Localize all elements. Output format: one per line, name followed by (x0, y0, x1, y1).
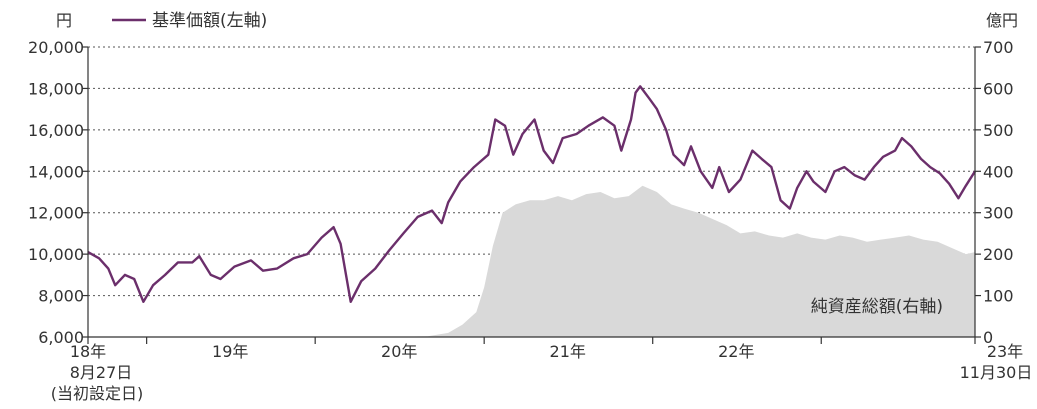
x-year-label: 20年 (381, 342, 417, 361)
left-tick-label: 6,000 (38, 328, 84, 347)
left-tick-label: 14,000 (28, 162, 84, 181)
x-year-labels: 19年 20年 21年 22年 (212, 342, 754, 361)
left-tick-label: 12,000 (28, 204, 84, 223)
x-start-date: 8月27日 (70, 363, 133, 382)
x-end-date: 11月30日 (960, 363, 1033, 382)
right-tick-label: 500 (983, 121, 1014, 140)
left-tick-label: 8,000 (38, 287, 84, 306)
right-axis-ticks: 0 100 200 300 400 500 600 700 (975, 38, 1014, 347)
x-end-label: 23年 (987, 342, 1023, 361)
right-axis-unit: 億円 (986, 11, 1018, 30)
net-assets-area (88, 185, 975, 337)
right-tick-label: 300 (983, 204, 1014, 223)
left-tick-label: 20,000 (28, 38, 84, 57)
left-tick-label: 10,000 (28, 245, 84, 264)
x-year-label: 21年 (550, 342, 586, 361)
left-tick-label: 18,000 (28, 79, 84, 98)
right-tick-label: 600 (983, 79, 1014, 98)
x-start-note: (当初設定日) (51, 384, 144, 403)
right-tick-label: 400 (983, 162, 1014, 181)
x-axis-ticks (87, 337, 976, 344)
x-year-label: 19年 (212, 342, 248, 361)
legend-label: 基準価額(左軸) (152, 11, 267, 31)
x-year-label: 22年 (718, 342, 754, 361)
left-tick-label: 16,000 (28, 121, 84, 140)
area-label: 純資産総額(右軸) (811, 297, 943, 317)
right-tick-label: 700 (983, 38, 1014, 57)
nav-line (87, 85, 977, 303)
right-tick-label: 100 (983, 287, 1014, 306)
x-start-label: 18年 (70, 342, 106, 361)
right-tick-label: 200 (983, 245, 1014, 264)
right-tick-label: 0 (983, 328, 993, 347)
left-axis-ticks: 6,000 8,000 10,000 12,000 14,000 16,000 18,000… (28, 38, 88, 347)
left-axis-unit: 円 (56, 11, 72, 30)
